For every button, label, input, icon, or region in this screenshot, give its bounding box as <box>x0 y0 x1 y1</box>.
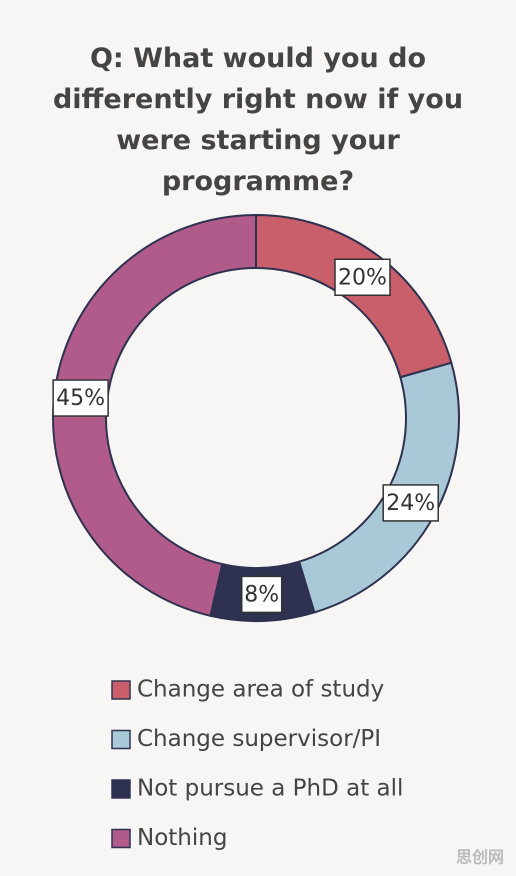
legend-swatch <box>111 828 131 849</box>
data-label-box <box>382 484 439 522</box>
legend-swatch <box>111 680 131 700</box>
donut-slice <box>255 213 453 379</box>
legend-label: Nothing <box>137 825 227 851</box>
legend-label: Not pursue a PhD at all <box>137 776 403 802</box>
chart-title: Q: What would you do differently right n… <box>52 43 464 197</box>
data-label: 20% <box>338 265 387 290</box>
data-label: 45% <box>56 386 105 411</box>
data-label: 24% <box>386 491 435 516</box>
data-label-box <box>240 575 283 614</box>
legend-swatch <box>111 779 131 799</box>
data-label: 8% <box>244 582 279 607</box>
data-label-box <box>52 379 109 417</box>
legend-label: Change supervisor/PI <box>137 726 381 752</box>
legend-label: Change area of study <box>137 677 384 703</box>
data-label-box <box>334 258 391 297</box>
legend-swatch <box>111 729 131 750</box>
watermark: 思创网 <box>456 848 504 867</box>
donut-slice <box>52 213 257 618</box>
